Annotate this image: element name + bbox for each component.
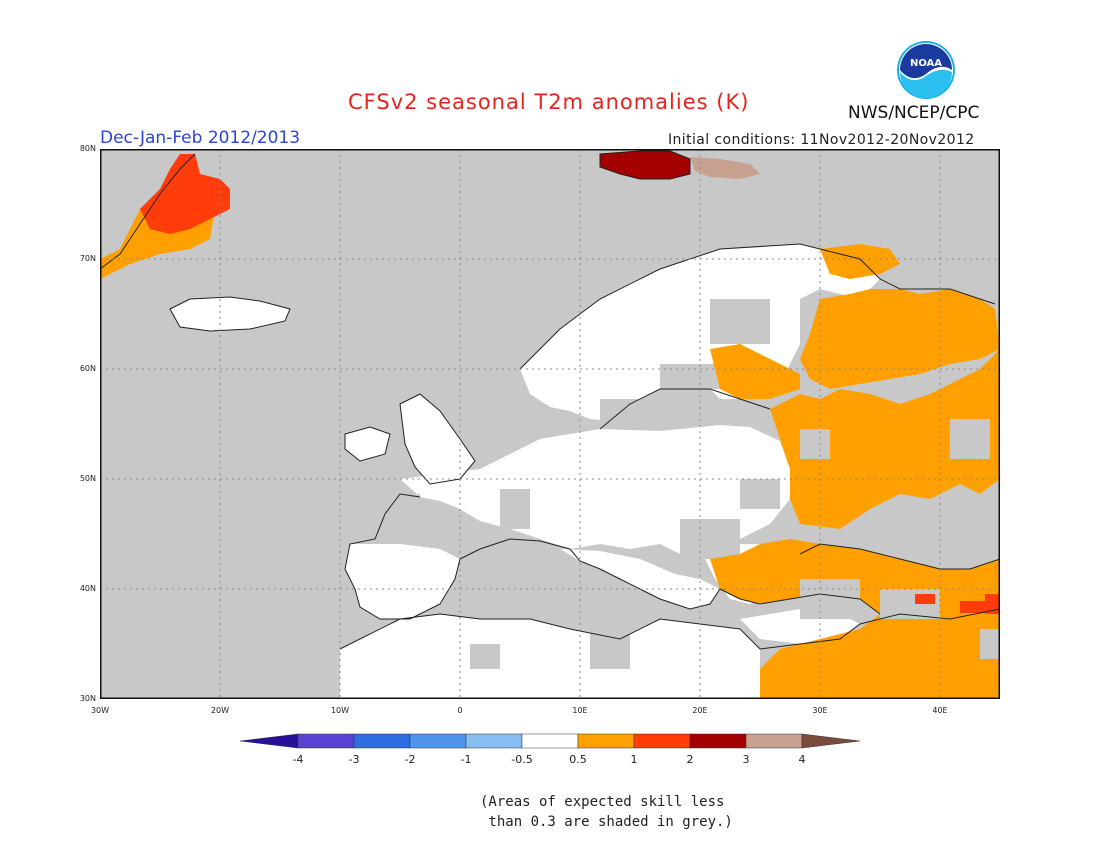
colorbar-label: -2	[404, 753, 416, 766]
lat-label-40n: 40N	[79, 584, 96, 593]
colorbar-swatch-lt-4	[240, 733, 299, 749]
colorbar-swatch-1	[297, 733, 355, 749]
colorbar-swatch-6	[577, 733, 635, 749]
colorbar-swatch-2	[353, 733, 411, 749]
lat-label-60n: 60N	[79, 364, 96, 373]
map-title: CFSv2 seasonal T2m anomalies (K)	[348, 90, 750, 114]
graticule	[100, 149, 1000, 699]
colorbar-label: -3	[348, 753, 360, 766]
colorbar	[240, 733, 860, 749]
warm-anomaly-3-regions	[600, 151, 690, 179]
colorbar-label: 3	[742, 753, 750, 766]
warm-anomaly-2-regions	[140, 154, 1000, 614]
colorbar-swatch-8	[689, 733, 747, 749]
lon-label-30e: 30E	[812, 706, 828, 715]
map-border	[100, 149, 1000, 699]
colorbar-swatch-4	[465, 733, 523, 749]
lon-label-10w: 10W	[330, 706, 350, 715]
noaa-logo-icon: NOAA	[897, 41, 955, 99]
colorbar-swatch-5	[521, 733, 579, 749]
lon-label-30w: 30W	[90, 706, 110, 715]
lon-label-10e: 10E	[572, 706, 588, 715]
skill-footnote: (Areas of expected skill less than 0.3 a…	[480, 794, 733, 830]
lon-label-20w: 20W	[210, 706, 230, 715]
colorbar-label: 1	[630, 753, 638, 766]
colorbar-swatch-7	[633, 733, 691, 749]
colorbar-label: 0.5	[569, 753, 587, 766]
lon-label-20e: 20E	[692, 706, 708, 715]
lon-label-40e: 40E	[932, 706, 948, 715]
colorbar-label: -4	[292, 753, 304, 766]
colorbar-label: -1	[460, 753, 472, 766]
lat-label-70n: 70N	[79, 254, 96, 263]
lat-label-50n: 50N	[79, 474, 96, 483]
lon-label-0: 0	[457, 706, 463, 715]
lat-label-30n: 30N	[79, 694, 96, 703]
colorbar-swatch-3	[409, 733, 467, 749]
svg-text:NOAA: NOAA	[910, 58, 942, 69]
colorbar-swatch-gt-4	[801, 733, 860, 749]
colorbar-label: 4	[798, 753, 806, 766]
colorbar-swatch-9	[745, 733, 803, 749]
warm-anomaly-4-regions	[690, 157, 760, 179]
colorbar-label: -0.5	[511, 753, 533, 766]
forecast-period: Dec-Jan-Feb 2012/2013	[100, 128, 301, 148]
colorbar-label: 2	[686, 753, 694, 766]
initial-conditions: Initial conditions: 11Nov2012-20Nov2012	[668, 132, 975, 148]
lat-label-80n: 80N	[79, 144, 96, 153]
agency-label: NWS/NCEP/CPC	[848, 103, 980, 123]
anomaly-map	[100, 149, 1000, 699]
